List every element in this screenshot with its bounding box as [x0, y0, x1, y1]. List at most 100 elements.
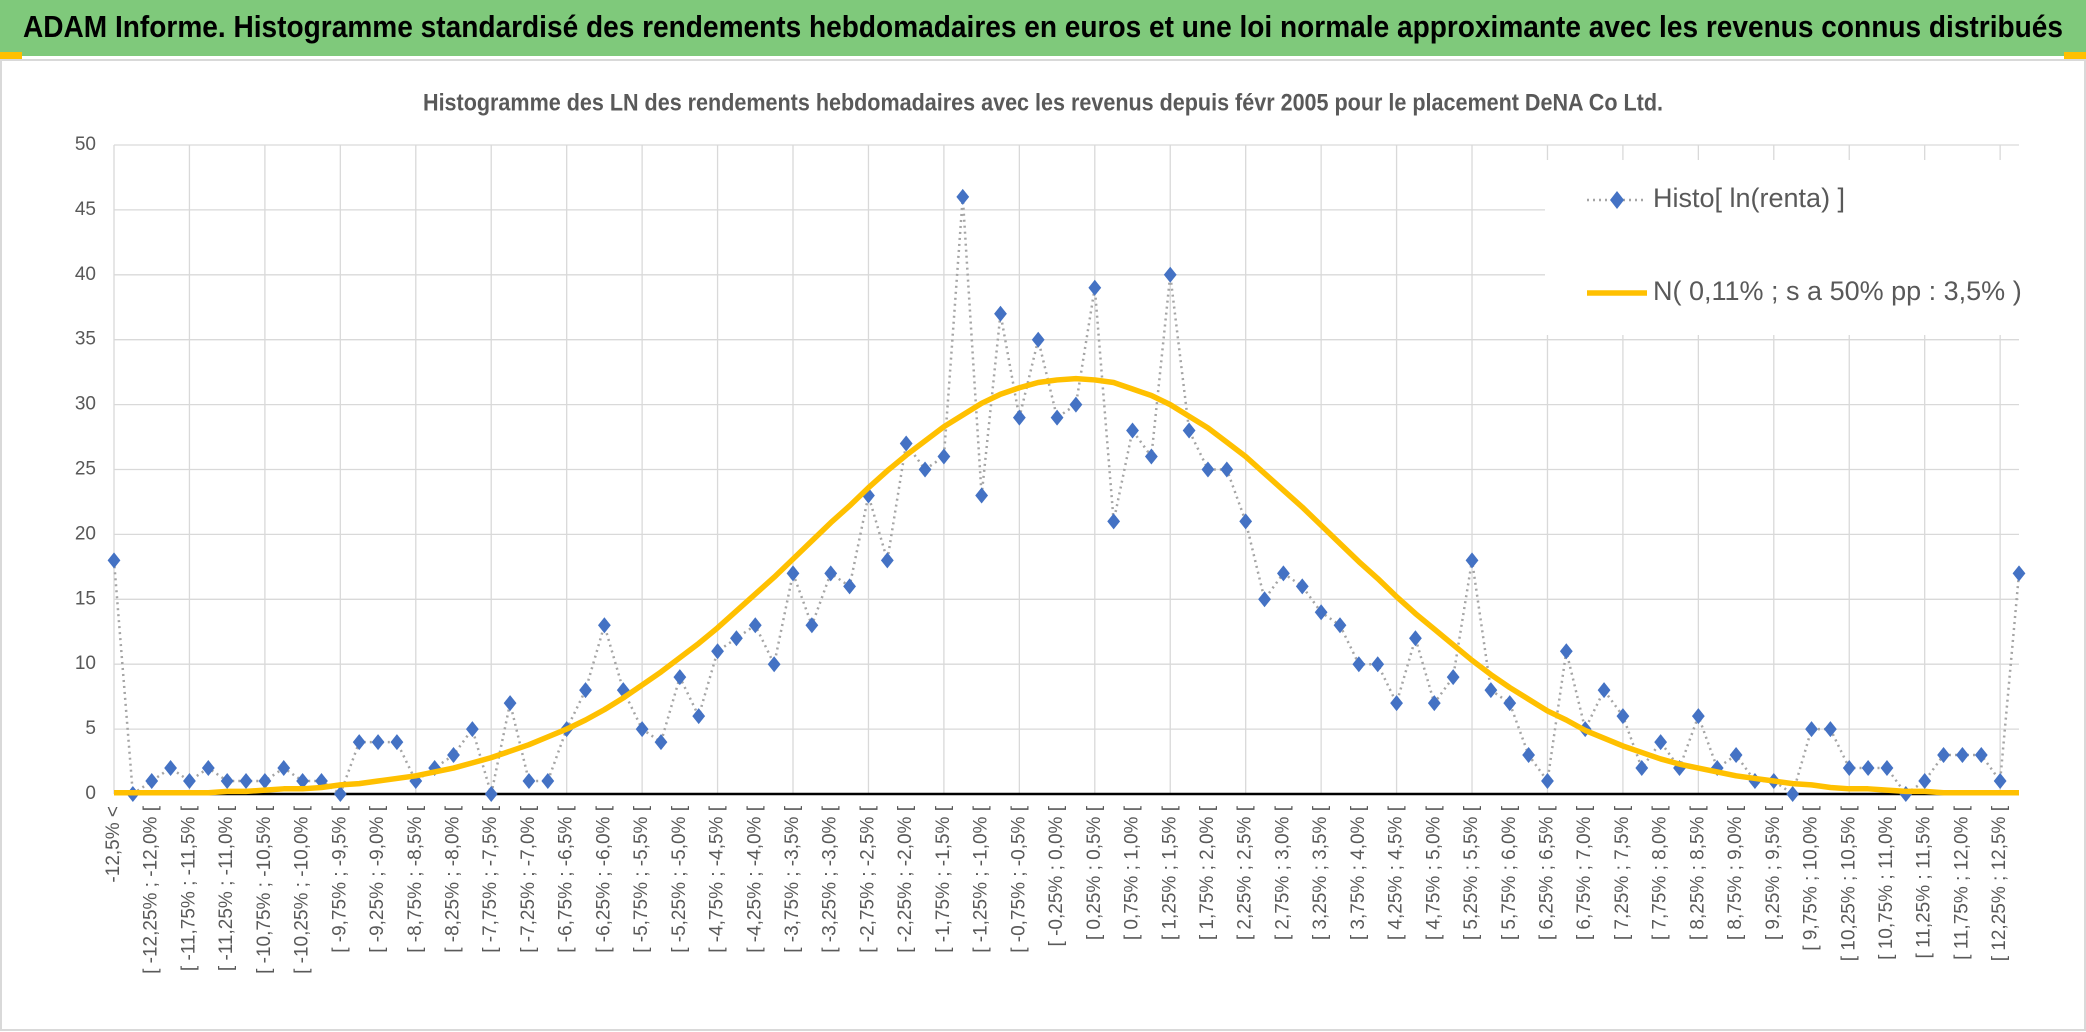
data-point [748, 617, 762, 634]
x-tick-label: [ -3,75% ; -3,5% [ [782, 805, 803, 953]
data-point [975, 487, 989, 504]
data-point [145, 773, 159, 790]
x-tick-label: [ 0,25% ; 0,5% [ [1084, 805, 1105, 940]
x-tick-label: [ 6,25% ; 6,5% [ [1536, 805, 1557, 940]
x-tick-label: [ -4,25% ; -4,0% [ [744, 805, 765, 953]
data-point [1409, 630, 1422, 647]
data-point [1333, 617, 1347, 634]
data-point [994, 305, 1007, 322]
x-tick-label: [ 2,25% ; 2,5% [ [1235, 805, 1256, 940]
data-point [352, 734, 366, 751]
x-tick-label: [ -8,75% ; -8,5% [ [405, 805, 426, 953]
x-tick-label: [ 11,75% ; 12,0% [ [1951, 805, 1972, 960]
data-point [2012, 565, 2026, 582]
data-point [277, 760, 291, 777]
data-point [239, 773, 253, 790]
y-tick-label: 0 [85, 783, 96, 804]
data-point [597, 617, 611, 634]
data-point [1937, 747, 1950, 764]
data-point [1050, 409, 1064, 426]
x-tick-label: [ -0,25% ; 0,0% [ [1046, 805, 1067, 946]
data-point [1559, 643, 1573, 660]
data-point [1861, 760, 1875, 777]
data-point [1277, 565, 1290, 582]
x-tick-label: [ 8,25% ; 8,5% [ [1687, 805, 1708, 940]
x-tick-label: [ -10,75% ; -10,5% [ [254, 805, 275, 974]
y-tick-label: 10 [75, 653, 96, 674]
x-tick-label: [ -12,25% ; -12,0% [ [141, 805, 162, 974]
x-tick-label: [ -0,75% ; -0,5% [ [1008, 805, 1029, 953]
legend-label: Histo[ ln(renta) ] [1653, 183, 1845, 213]
data-point [1012, 409, 1026, 426]
data-point [786, 565, 800, 582]
legend-marker [1610, 191, 1624, 209]
data-point [1465, 552, 1479, 569]
x-tick-label: [ -9,75% ; -9,5% [ [329, 805, 350, 953]
data-point [1597, 682, 1611, 699]
x-tick-label: [ -10,25% ; -10,0% [ [292, 805, 313, 974]
data-point [164, 760, 177, 777]
data-point [1182, 422, 1196, 439]
x-tick-label: [ 6,75% ; 7,0% [ [1574, 805, 1595, 940]
legend-label: N( 0,11% ; s a 50% pp : 3,5% ) [1653, 276, 2022, 306]
data-point [711, 643, 724, 660]
data-point [1993, 773, 2007, 790]
data-point [296, 773, 310, 790]
data-point [1390, 695, 1403, 712]
data-point [107, 552, 121, 569]
data-point [1823, 721, 1837, 738]
data-point [918, 461, 932, 478]
y-tick-label: 15 [75, 588, 96, 609]
x-tick-label: [ -11,75% ; -11,5% [ [178, 805, 199, 971]
x-tick-label: [ -9,25% ; -9,0% [ [367, 805, 388, 953]
data-point [1484, 682, 1498, 699]
data-point [1974, 747, 1988, 764]
data-point [1446, 669, 1460, 686]
x-tick-label: [ 3,25% ; 3,5% [ [1310, 805, 1331, 940]
data-point [767, 656, 781, 673]
data-point [1805, 721, 1818, 738]
data-point [258, 773, 272, 790]
header-accent [2064, 52, 2086, 59]
x-tick-label: [ 5,25% ; 5,5% [ [1461, 805, 1482, 940]
x-tick-label: [ 4,75% ; 5,0% [ [1423, 805, 1444, 940]
data-point [1258, 591, 1271, 608]
x-tick-label: [ 7,25% ; 7,5% [ [1612, 805, 1633, 940]
data-point [1654, 734, 1668, 751]
header-bar [0, 0, 2086, 56]
data-point [1220, 461, 1234, 478]
data-point [635, 721, 649, 738]
y-tick-label: 40 [75, 264, 96, 285]
x-tick-label: [ -4,75% ; -4,5% [ [707, 805, 728, 953]
x-tick-label: [ 10,25% ; 10,5% [ [1838, 805, 1859, 961]
data-point [220, 773, 234, 790]
x-tick-label: [ -1,25% ; -1,0% [ [971, 805, 992, 953]
data-point [447, 747, 460, 764]
data-point [1880, 760, 1894, 777]
data-point [1786, 786, 1800, 802]
data-point [1144, 448, 1158, 465]
data-point [1541, 773, 1554, 790]
data-point [522, 773, 536, 790]
data-point [1427, 695, 1441, 712]
y-tick-label: 30 [75, 394, 96, 415]
x-tick-label: [ 1,25% ; 1,5% [ [1159, 805, 1180, 940]
data-point [1503, 695, 1517, 712]
x-tick-label: [ 9,25% ; 9,5% [ [1763, 805, 1784, 940]
data-point [824, 565, 838, 582]
x-tick-label: [ -1,75% ; -1,5% [ [933, 805, 954, 953]
data-point [1314, 604, 1328, 621]
data-point [1031, 331, 1045, 348]
data-point [673, 669, 687, 686]
data-point [484, 786, 498, 802]
header-accent [0, 52, 22, 59]
data-point [730, 630, 743, 647]
data-point [1842, 760, 1856, 777]
chart-frame [0, 59, 2086, 1031]
x-tick-label: [ -5,25% ; -5,0% [ [669, 805, 690, 953]
data-point [1069, 396, 1083, 413]
data-point [541, 773, 555, 790]
data-point [371, 734, 385, 751]
x-tick-label: [ -3,25% ; -3,0% [ [820, 805, 841, 953]
